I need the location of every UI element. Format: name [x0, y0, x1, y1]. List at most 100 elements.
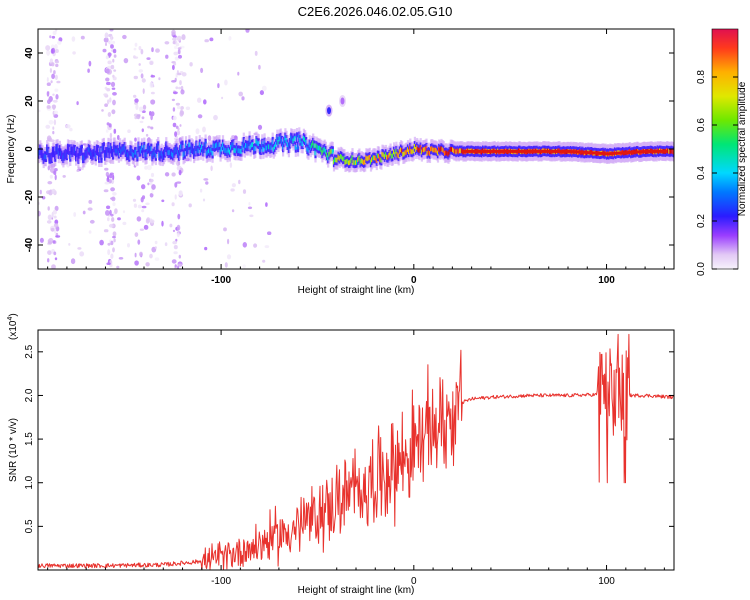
x-tick-label: -100 — [211, 576, 231, 587]
spectrogram-noise-dot — [136, 114, 141, 120]
spectrogram-noise-dot — [112, 231, 117, 237]
spectrogram-core — [436, 150, 440, 156]
spectrogram-core — [140, 145, 144, 151]
spectrogram-noise-dot — [203, 99, 207, 105]
spectrogram-noise-dot — [45, 124, 51, 129]
spectrogram-noise-dot — [46, 220, 52, 224]
spectrogram-noise-dot — [54, 60, 60, 64]
spectrogram-noise-dot — [173, 251, 178, 255]
spectrogram-noise-dot — [265, 202, 268, 207]
spectrogram-noise-dot — [105, 42, 107, 47]
spectrogram-noise-dot — [197, 97, 202, 103]
spectrogram-noise-dot — [109, 172, 114, 176]
snr-plot-area — [38, 330, 674, 570]
spectrogram-noise-dot — [53, 228, 57, 234]
spectrogram-core — [366, 156, 369, 162]
spectrogram-noise-dot — [150, 126, 154, 130]
spectrogram-core-peak — [537, 150, 540, 153]
spectrogram-core — [310, 143, 314, 148]
spectrogram-noise-dot — [176, 232, 180, 238]
spectrogram-core — [424, 146, 427, 152]
spectrogram-noise-dot — [110, 187, 115, 192]
spectrogram-noise-dot — [229, 162, 233, 169]
spectrogram-noise-dot — [171, 80, 177, 83]
spectrogram-noise-dot — [46, 135, 52, 142]
spectrogram-core — [446, 150, 449, 156]
spectrogram-core — [209, 149, 212, 155]
colorbar-ticks: 0.0 0.2 0.4 0.6 0.8 — [696, 70, 738, 276]
spectrogram-noise-dot — [188, 203, 192, 208]
spectrogram-core — [106, 150, 109, 155]
spectrogram-core-peak — [473, 150, 477, 153]
spectrogram-noise-dot — [136, 216, 142, 222]
spectrogram-noise-dot — [149, 193, 154, 198]
spectrogram-noise-dot — [217, 83, 220, 89]
spectrogram-core-peak — [485, 150, 488, 153]
spectrogram-noise-dot — [82, 210, 86, 215]
spectrogram-core — [130, 148, 133, 154]
spectrogram-core — [87, 147, 90, 152]
spectrogram-core-peak — [465, 150, 469, 153]
spectrogram-core — [418, 148, 421, 153]
spectrogram-core — [108, 150, 111, 156]
spectrogram-noise-dot — [178, 54, 182, 59]
spectrogram-noise-dot — [53, 223, 59, 228]
spectrogram-noise-dot — [39, 189, 42, 195]
spectrogram-noise-dot — [54, 49, 59, 53]
spectrogram-core — [127, 152, 130, 158]
spectrogram-core — [344, 160, 347, 165]
spectrogram-noise-dot — [171, 259, 177, 264]
spectrogram-noise-dot — [138, 63, 141, 66]
spectrogram-core — [440, 146, 443, 151]
spectrogram-noise-dot — [148, 178, 154, 183]
spectrogram-core — [270, 145, 273, 150]
spectrogram-noise-dot — [55, 94, 59, 100]
spectrogram-noise-dot — [172, 229, 176, 233]
spectrogram-noise-dot — [103, 93, 108, 96]
spectrogram-core — [231, 142, 234, 148]
spectrogram-noise-dot — [107, 99, 110, 105]
spectrogram-noise-dot — [104, 32, 109, 39]
spectrogram-noise-dot — [46, 77, 49, 82]
spectrogram-core-peak — [541, 150, 544, 153]
spectrogram-noise-dot — [178, 86, 182, 90]
spectrogram-core — [180, 144, 183, 150]
spectrogram-noise-dot — [113, 128, 117, 134]
spectrogram-core — [445, 150, 448, 156]
spectrogram-noise-dot — [253, 243, 258, 248]
spectrogram-core — [381, 151, 384, 157]
spectrogram-noise-dot — [147, 182, 150, 186]
spectrogram-noise-dot — [101, 109, 104, 112]
spectrogram-noise-dot — [238, 179, 241, 185]
spectrogram-core — [672, 149, 674, 155]
spectrogram-noise-dot — [76, 169, 80, 172]
spectrogram-noise-dot — [53, 70, 56, 75]
spectrogram-core — [151, 153, 154, 159]
spectrogram-core-peak — [494, 150, 498, 153]
spectrogram-core — [201, 144, 204, 150]
spectrogram-core-peak — [606, 152, 609, 156]
spectrogram-core — [426, 151, 429, 156]
spectrogram-noise-dot — [151, 47, 154, 53]
spectrogram-noise-dot — [55, 235, 61, 238]
spectrogram-noise-dot — [105, 129, 109, 133]
spectrogram-noise-dot — [112, 235, 116, 239]
spectrogram-x-ticks: -100 0 100 — [47, 29, 665, 286]
spectrogram-noise-dot — [172, 64, 175, 71]
colorbar-tick-label: 0.4 — [696, 166, 707, 180]
spectrogram-core — [393, 149, 396, 155]
spectrogram-noise-dot — [177, 213, 181, 220]
spectrogram-noise-dot — [113, 238, 116, 243]
spectrogram-noise-dot — [47, 250, 52, 256]
snr-y-multiplier: (x104) — [7, 313, 19, 340]
spectrogram-core-peak — [573, 150, 577, 154]
spectrogram-core — [239, 148, 242, 154]
spectrogram-core-peak — [506, 150, 509, 153]
spectrogram-noise-dot — [177, 49, 181, 55]
spectrogram-core — [83, 155, 86, 161]
spectrogram-core — [182, 152, 185, 158]
spectrogram-core — [153, 149, 156, 155]
spectrogram-core — [243, 145, 246, 151]
spectrogram-core — [427, 149, 430, 155]
spectrogram-core — [116, 147, 119, 153]
